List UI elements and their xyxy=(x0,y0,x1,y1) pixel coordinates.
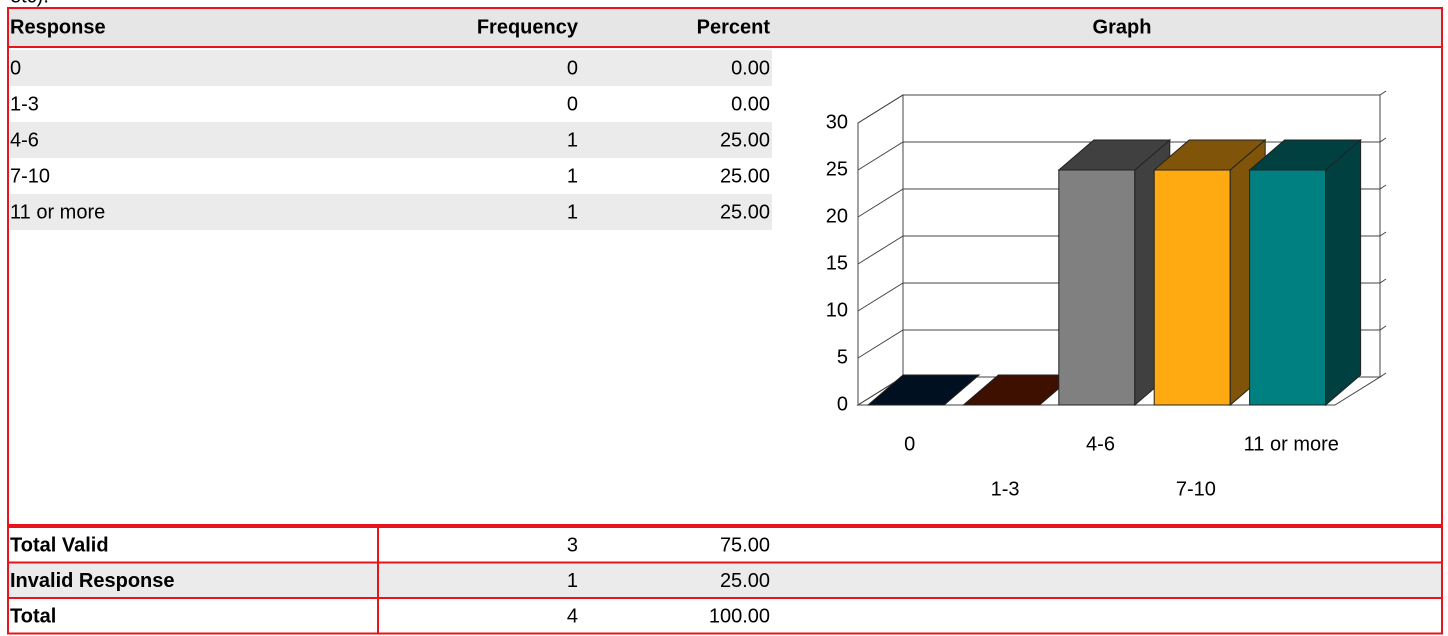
cell: 11 or more xyxy=(10,201,105,223)
row-bg xyxy=(10,194,772,230)
cell: Total Valid xyxy=(10,534,109,556)
y-tick-label: 20 xyxy=(826,205,848,227)
bar-front xyxy=(1153,169,1231,406)
cell: 7-10 xyxy=(10,165,50,187)
cell: 0 xyxy=(567,93,578,115)
header-cell: Frequency xyxy=(477,16,579,38)
x-tick-label: 4-6 xyxy=(1086,433,1115,455)
cell: 1 xyxy=(567,165,578,187)
cell: 1 xyxy=(567,570,578,592)
bar-front xyxy=(1058,169,1136,406)
cell: 1 xyxy=(567,201,578,223)
x-tick-label: 1-3 xyxy=(991,478,1020,500)
y-tick-label: 5 xyxy=(837,346,848,368)
cell: 25.00 xyxy=(720,570,770,592)
cell: 25.00 xyxy=(720,129,770,151)
bar-top xyxy=(1152,139,1267,171)
row-bg xyxy=(10,122,772,158)
cell: Total xyxy=(10,605,56,627)
x-tick-label: 7-10 xyxy=(1176,478,1216,500)
cell: 1-3 xyxy=(10,93,39,115)
total-row xyxy=(7,561,1443,599)
cell: 3 xyxy=(567,534,578,556)
cell: 75.00 xyxy=(720,534,770,556)
y-tick-label: 0 xyxy=(837,393,848,415)
y-tick-label: 15 xyxy=(826,252,848,274)
header-cell: Graph xyxy=(1093,16,1152,38)
cell: 0.00 xyxy=(731,57,770,79)
header-cell: Percent xyxy=(697,16,771,38)
row-bg xyxy=(10,50,772,86)
cell: 0.00 xyxy=(731,93,770,115)
header-row xyxy=(7,7,1443,48)
cell: 1 xyxy=(567,129,578,151)
cell: 0 xyxy=(567,57,578,79)
bar-front xyxy=(1249,169,1327,406)
body-box xyxy=(7,46,1443,526)
cell: 25.00 xyxy=(720,165,770,187)
x-tick-label: 11 or more xyxy=(1244,433,1339,455)
y-tick-label: 25 xyxy=(826,158,848,180)
y-tick-label: 30 xyxy=(826,111,848,133)
caption: etc). xyxy=(10,0,49,7)
cell: 4-6 xyxy=(10,129,39,151)
bar-top xyxy=(1248,139,1362,171)
x-tick-label: 0 xyxy=(904,433,915,455)
cell: 25.00 xyxy=(720,201,770,223)
cell: Invalid Response xyxy=(10,570,175,592)
header-cell: Response xyxy=(10,16,106,38)
cell: 4 xyxy=(567,605,578,627)
total-label-box xyxy=(7,597,379,635)
y-tick-label: 10 xyxy=(826,299,848,321)
cell: 0 xyxy=(10,57,21,79)
bar-side xyxy=(1325,138,1362,407)
grid-line xyxy=(857,90,1387,124)
bar-top xyxy=(866,374,981,406)
bar-top xyxy=(1057,139,1172,171)
cell: 100.00 xyxy=(709,605,770,627)
